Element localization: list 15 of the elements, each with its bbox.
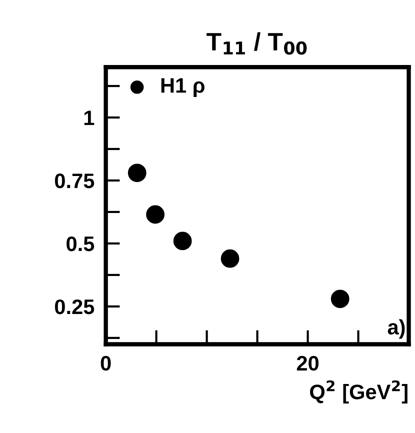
- chart-title: T$_{11}$ / T$_{00}$: [206, 32, 307, 55]
- x-tick-label: 0: [100, 356, 111, 371]
- y-tick-label: 0.5: [66, 236, 94, 252]
- y-tick-label: 0.25: [54, 299, 94, 314]
- x-tick-label: 20: [296, 356, 319, 371]
- y-tick-label: 0.75: [54, 173, 94, 188]
- annotation: a): [388, 319, 405, 339]
- point: [146, 205, 165, 224]
- point: [330, 290, 350, 308]
- legend-label: H1 ρ: [161, 78, 204, 97]
- y-tick-label: 1: [84, 110, 94, 126]
- point: [173, 232, 192, 250]
- point: [220, 249, 240, 268]
- x-axis-title: Q$^{2}$ [GeV$^{2}$]: [310, 380, 408, 404]
- point: [128, 164, 146, 182]
